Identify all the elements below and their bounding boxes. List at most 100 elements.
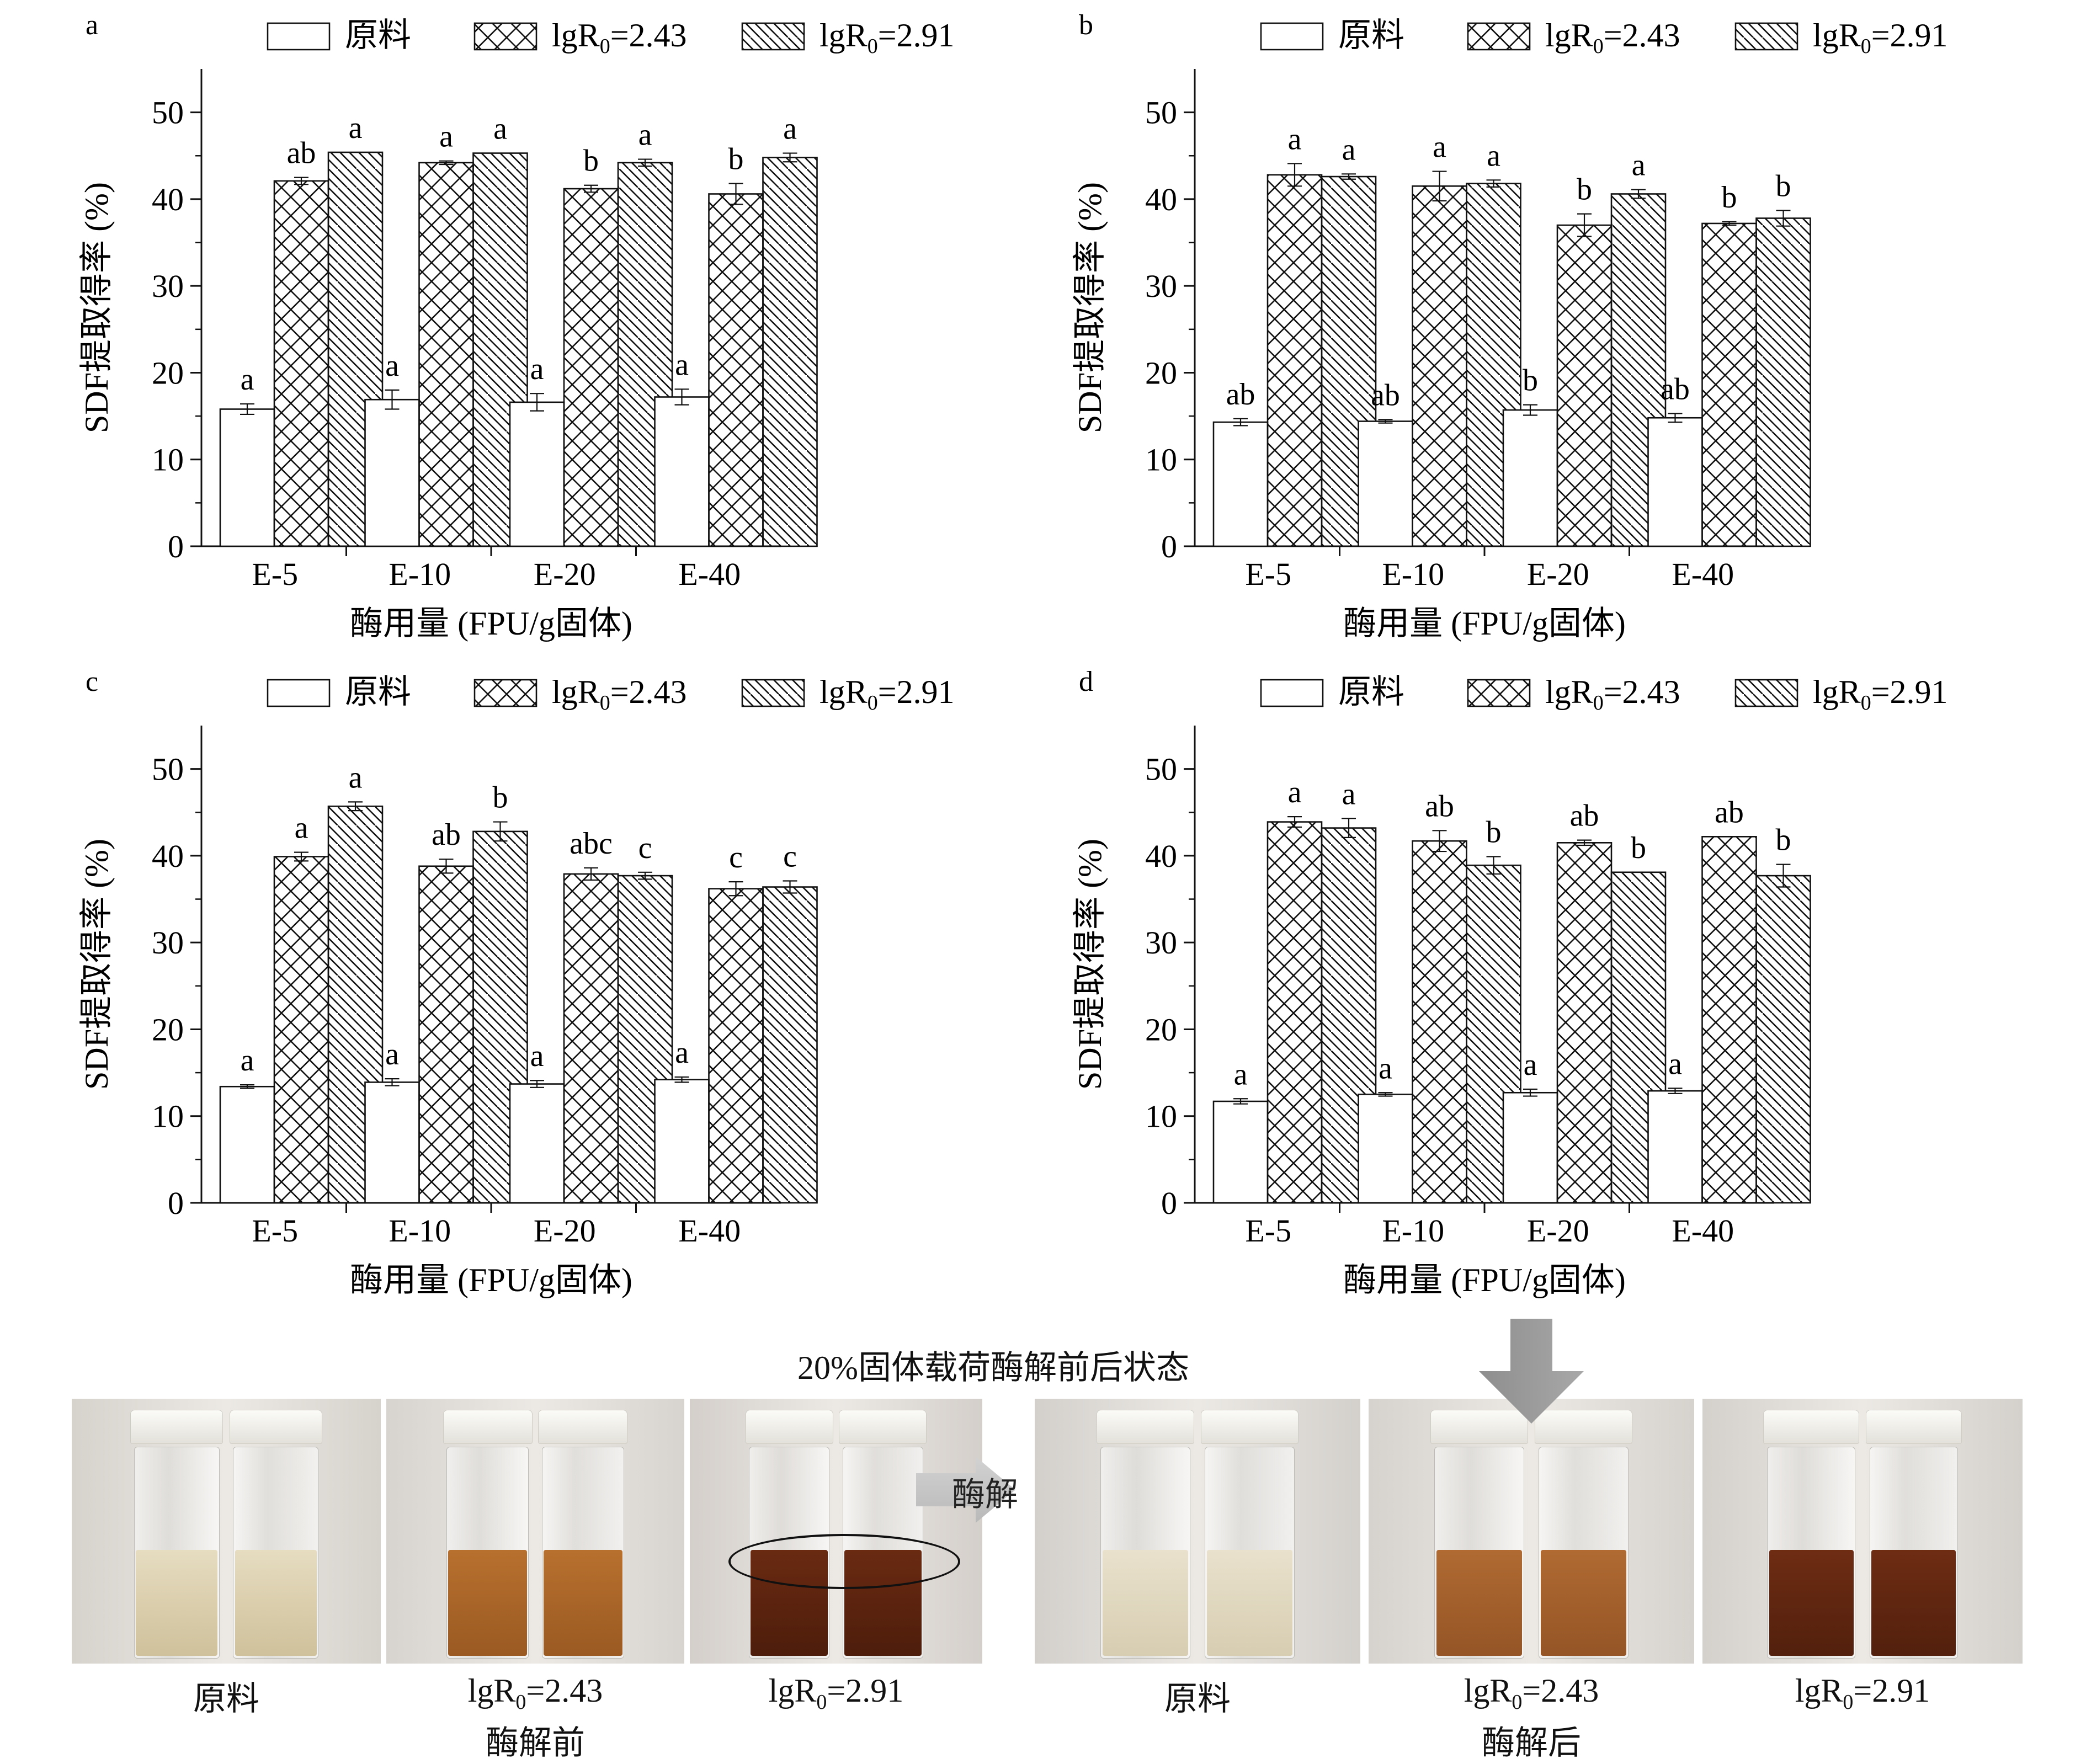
significance-letter: a: [493, 112, 507, 146]
significance-letter: b: [1722, 180, 1737, 215]
legend: 原料 lgR0=2.43 lgR0=2.91: [267, 674, 955, 715]
vial-cap: [1200, 1410, 1299, 1445]
y-tick-label: 30: [152, 925, 184, 961]
bar: [1556, 842, 1613, 1204]
bar: [1755, 217, 1811, 547]
photo-strip-title: 20%固体载荷酶解前后状态: [797, 1350, 1189, 1386]
panel-letter: d: [1079, 666, 1093, 697]
y-tick-label: 30: [1145, 268, 1177, 304]
x-tick-label: E-40: [678, 556, 741, 592]
bar: [1358, 1094, 1413, 1204]
bar: [1212, 421, 1269, 547]
vial: [229, 1410, 322, 1659]
significance-letter: a: [530, 352, 544, 386]
significance-letter: a: [530, 1039, 544, 1073]
bar: [273, 856, 329, 1204]
chart-panel-d: d 原料 lgR0=2.43 lgR0=2.91 0 10 20 30 40 50 SDF提取得率 …: [1072, 666, 1948, 1298]
y-tick-label: 50: [1145, 95, 1177, 131]
significance-letter: a: [1524, 1048, 1537, 1082]
significance-letter: a: [1288, 775, 1302, 809]
y-tick-label: 30: [152, 268, 184, 304]
vial-contents: [235, 1550, 317, 1656]
vial-photo: [1702, 1399, 2023, 1664]
significance-letter: ab: [287, 136, 316, 170]
significance-letter: a: [675, 1036, 689, 1070]
x-tick-label: E-40: [1672, 556, 1734, 592]
legend-label: lgR0=2.91: [820, 17, 955, 58]
significance-letter: ab: [1661, 372, 1690, 406]
group-label-before: 酶解前: [486, 1725, 585, 1761]
x-tick-label: E-5: [252, 1213, 298, 1249]
significance-letter: b: [1577, 173, 1592, 207]
significance-letter: b: [1776, 169, 1791, 203]
x-tick-label: E-20: [1527, 1213, 1589, 1249]
legend-swatch: [1260, 679, 1324, 707]
x-tick-label: E-20: [534, 556, 596, 592]
significance-letter: a: [349, 111, 363, 145]
bar: [1647, 417, 1703, 547]
vial: [1763, 1410, 1860, 1659]
bar: [418, 865, 474, 1204]
photo-caption: lgR0=2.91: [768, 1672, 904, 1714]
significance-letter: a: [1668, 1047, 1682, 1081]
vial-contents: [1769, 1550, 1854, 1656]
vial-photo: [1035, 1399, 1360, 1664]
significance-letter: ab: [432, 818, 461, 852]
legend-swatch: [741, 22, 805, 51]
vial: [538, 1410, 628, 1659]
legend-label: 原料: [1338, 674, 1404, 710]
vial-cap: [538, 1410, 628, 1445]
legend-swatch: [1260, 22, 1324, 51]
y-tick-label: 50: [152, 95, 184, 131]
highlight-ellipse: [728, 1534, 960, 1589]
legend: 原料 lgR0=2.43 lgR0=2.91: [267, 17, 955, 58]
legend-swatch: [1467, 679, 1531, 707]
legend-label: 原料: [345, 17, 411, 54]
x-tick-label: E-5: [252, 556, 298, 592]
panel-letter: a: [86, 9, 98, 41]
y-axis-label: SDF提取得率 (%): [78, 839, 115, 1090]
x-axis-label: 酶用量 (FPU/g固体): [350, 605, 632, 642]
y-tick-label: 0: [1161, 1185, 1177, 1221]
y-tick-label: 20: [152, 1011, 184, 1047]
legend-label: lgR0=2.43: [1545, 674, 1680, 715]
chart-panel-c: c 原料 lgR0=2.43 lgR0=2.91 0 10 20 30 40 50 SDF提取得率 …: [78, 666, 955, 1298]
x-axis-label: 酶用量 (FPU/g固体): [1343, 605, 1626, 642]
vial-contents: [448, 1550, 527, 1656]
bar: [364, 398, 420, 547]
group-label-after: 酶解后: [1482, 1725, 1581, 1761]
vial: [1097, 1410, 1195, 1659]
legend: 原料 lgR0=2.43 lgR0=2.91: [1260, 17, 1948, 58]
bar: [219, 1085, 275, 1204]
legend-swatch: [1467, 22, 1531, 51]
legend-label: lgR0=2.43: [552, 674, 687, 715]
y-axis-label: SDF提取得率 (%): [1072, 839, 1108, 1090]
significance-letter: a: [1288, 122, 1302, 156]
y-tick-label: 40: [152, 182, 184, 217]
photo-caption: 原料: [193, 1681, 259, 1717]
significance-letter: a: [1632, 148, 1646, 183]
y-tick-label: 20: [1145, 355, 1177, 391]
bar: [708, 888, 764, 1204]
y-tick-label: 0: [168, 1185, 184, 1221]
significance-letter: b: [493, 781, 508, 815]
bar: [509, 401, 565, 547]
legend-swatch: [267, 22, 331, 51]
bar: [273, 180, 329, 547]
y-tick-label: 0: [168, 529, 184, 564]
legend-swatch: [1734, 22, 1798, 51]
y-tick-label: 30: [1145, 925, 1177, 961]
vial-contents: [1871, 1550, 1956, 1656]
photo-caption: lgR0=2.43: [1464, 1672, 1599, 1714]
significance-letter: c: [638, 831, 652, 865]
vial-photo: [690, 1399, 982, 1664]
vial-contents: [136, 1550, 218, 1656]
x-axis-label: 酶用量 (FPU/g固体): [350, 1262, 632, 1298]
x-tick-label: E-40: [678, 1213, 741, 1249]
y-tick-label: 0: [1161, 529, 1177, 564]
significance-letter: a: [241, 1043, 254, 1078]
legend-swatch: [267, 679, 331, 707]
bar: [1502, 1091, 1558, 1204]
legend: 原料 lgR0=2.43 lgR0=2.91: [1260, 674, 1948, 715]
y-tick-label: 10: [152, 442, 184, 478]
